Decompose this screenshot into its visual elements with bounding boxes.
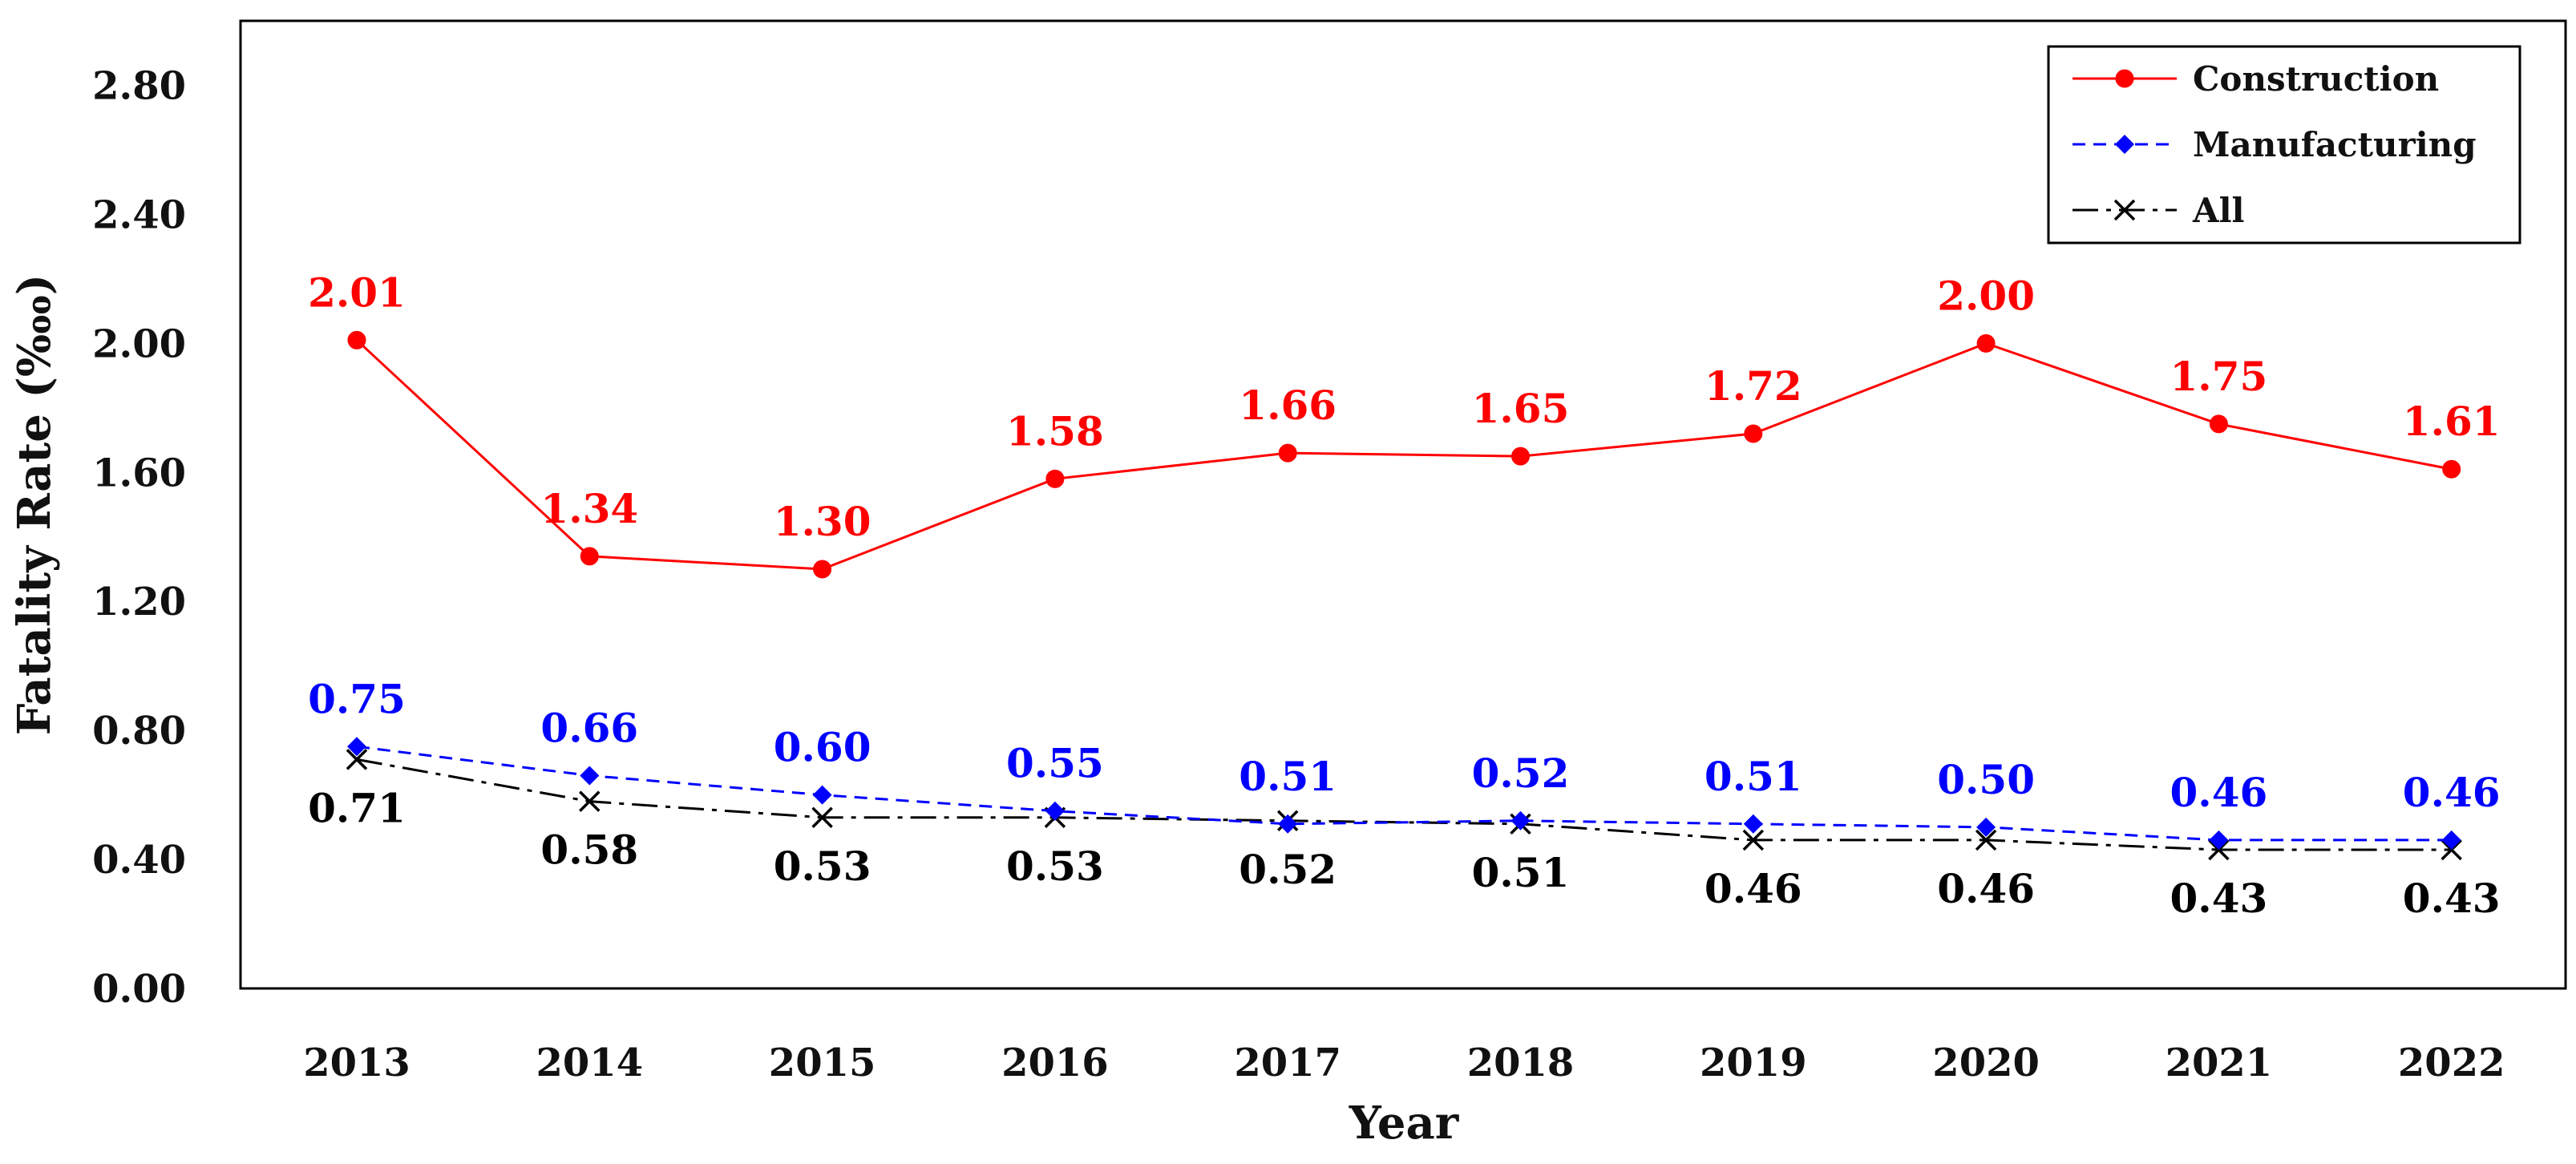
series-manufacturing xyxy=(347,737,2461,850)
legend: Construction Manufacturing All xyxy=(2047,45,2521,245)
y-tick-label: 2.40 xyxy=(92,192,186,237)
data-point-all xyxy=(811,806,833,829)
data-label-construction: 1.65 xyxy=(1472,385,1570,432)
data-label-construction: 2.01 xyxy=(308,269,406,316)
legend-item-manufacturing: Manufacturing xyxy=(2073,125,2477,164)
legend-label-construction: Construction xyxy=(2193,59,2439,99)
data-point-construction xyxy=(813,560,832,579)
series-line-manufacturing xyxy=(356,745,2452,842)
data-label-manufacturing: 0.51 xyxy=(1239,753,1337,800)
x-tick-label: 2021 xyxy=(2166,1041,2273,1085)
data-label-all: 0.52 xyxy=(1239,846,1337,893)
data-label-manufacturing: 0.60 xyxy=(774,724,871,771)
y-tick-label: 0.00 xyxy=(92,967,186,1012)
legend-marker-all xyxy=(2113,199,2136,221)
data-label-manufacturing: 0.75 xyxy=(308,675,406,722)
data-label-manufacturing: 0.46 xyxy=(2403,769,2501,816)
series-lines xyxy=(346,330,2462,861)
data-point-manufacturing xyxy=(580,766,600,786)
data-label-manufacturing: 0.50 xyxy=(1937,756,2035,803)
data-label-all: 0.46 xyxy=(1705,865,1802,912)
data-label-all: 0.46 xyxy=(1937,865,2035,912)
data-label-construction: 1.34 xyxy=(540,485,638,532)
x-axis-title: Year xyxy=(1349,1097,1460,1150)
data-point-manufacturing xyxy=(1743,814,1763,834)
y-tick-label: 0.80 xyxy=(92,709,186,754)
data-point-all xyxy=(2441,839,2462,861)
data-labels: 0.71 0.58 0.53 0.53 0.52 0.51 0.46 0.46 0.43 0.43… xyxy=(308,269,2500,922)
x-tick-label: 2020 xyxy=(1932,1041,2040,1085)
data-label-all: 0.71 xyxy=(308,784,406,831)
x-tick-labels: 2013 2014 2015 2016 2017 2018 2019 2020 2021 2022 xyxy=(303,1041,2505,1085)
series-construction xyxy=(347,330,2461,579)
y-tick-label: 0.40 xyxy=(92,838,186,883)
x-tick-label: 2017 xyxy=(1234,1041,1341,1085)
data-label-all: 0.53 xyxy=(774,843,871,890)
legend-label-all: All xyxy=(2192,191,2245,230)
data-label-manufacturing: 0.55 xyxy=(1006,740,1104,787)
data-point-construction xyxy=(2442,459,2461,479)
data-point-manufacturing xyxy=(1278,814,1298,834)
data-point-construction xyxy=(1278,443,1297,463)
data-label-construction: 1.66 xyxy=(1239,382,1337,429)
data-label-all: 0.43 xyxy=(2170,875,2268,922)
x-tick-label: 2014 xyxy=(536,1041,644,1085)
data-point-manufacturing xyxy=(812,785,832,805)
data-point-construction xyxy=(580,547,599,566)
data-label-construction: 1.61 xyxy=(2403,398,2501,445)
x-tick-label: 2018 xyxy=(1467,1041,1575,1085)
x-tick-label: 2022 xyxy=(2398,1041,2505,1085)
data-label-construction: 1.58 xyxy=(1006,407,1104,455)
data-point-all xyxy=(1742,829,1765,851)
data-point-all xyxy=(346,749,368,770)
data-label-all: 0.53 xyxy=(1006,843,1104,890)
plot-area xyxy=(239,19,2567,990)
series-all xyxy=(346,749,2462,861)
legend-item-all: All xyxy=(2073,191,2245,230)
data-point-manufacturing xyxy=(2441,830,2461,850)
legend-marker-manufacturing xyxy=(2115,135,2134,154)
x-tick-label: 2015 xyxy=(769,1041,876,1085)
data-point-construction xyxy=(1976,333,1996,353)
data-point-construction xyxy=(1511,447,1530,466)
y-tick-labels: 0.00 0.40 0.80 1.20 1.60 2.00 2.40 2.80 xyxy=(92,63,186,1012)
y-tick-label: 1.20 xyxy=(92,580,186,624)
y-tick-label: 1.60 xyxy=(92,451,186,495)
legend-item-construction: Construction xyxy=(2073,59,2439,99)
data-point-manufacturing xyxy=(1510,810,1531,831)
data-point-construction xyxy=(1045,469,1065,488)
data-label-all: 0.43 xyxy=(2403,875,2501,922)
data-label-manufacturing: 0.52 xyxy=(1472,750,1570,797)
data-label-construction: 2.00 xyxy=(1937,272,2035,319)
data-point-construction xyxy=(1744,424,1763,443)
data-point-manufacturing xyxy=(1045,801,1065,821)
data-point-all xyxy=(579,790,601,812)
data-point-manufacturing xyxy=(1976,817,1996,837)
data-label-construction: 1.75 xyxy=(2170,353,2268,400)
data-label-construction: 1.72 xyxy=(1705,362,1802,410)
series-line-construction xyxy=(355,339,2452,571)
data-point-manufacturing xyxy=(347,737,366,757)
data-point-all xyxy=(1975,829,1997,851)
data-label-manufacturing: 0.51 xyxy=(1705,753,1802,800)
data-label-construction: 1.30 xyxy=(774,498,871,545)
legend-label-manufacturing: Manufacturing xyxy=(2193,125,2477,164)
data-point-construction xyxy=(2209,414,2228,434)
data-point-all xyxy=(2208,839,2230,861)
data-label-all: 0.51 xyxy=(1472,849,1570,896)
data-label-manufacturing: 0.46 xyxy=(2170,769,2268,816)
x-tick-label: 2016 xyxy=(1001,1041,1109,1085)
data-point-construction xyxy=(347,330,366,350)
y-axis-title: Fatality Rate (‱) xyxy=(8,274,61,736)
legend-marker-construction xyxy=(2115,69,2134,88)
x-tick-label: 2019 xyxy=(1700,1041,1807,1085)
data-point-manufacturing xyxy=(2209,830,2229,850)
data-label-manufacturing: 0.66 xyxy=(540,704,638,751)
y-tick-label: 2.00 xyxy=(92,321,186,366)
data-label-all: 0.58 xyxy=(540,827,638,874)
x-tick-label: 2013 xyxy=(303,1041,410,1085)
y-tick-label: 2.80 xyxy=(92,63,186,108)
